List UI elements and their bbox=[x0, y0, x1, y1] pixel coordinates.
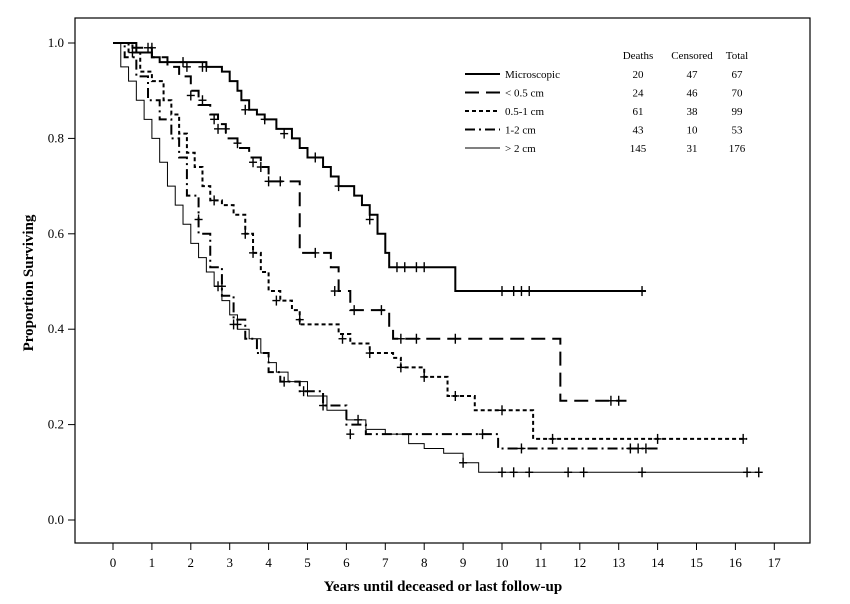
x-tick-label: 5 bbox=[304, 555, 311, 570]
table-cell-censored: 46 bbox=[687, 88, 699, 100]
y-tick-label: 1.0 bbox=[48, 35, 64, 50]
series-4 bbox=[113, 42, 763, 478]
legend: Deaths Censored Total Microscopic 20 47 67 < 0.… bbox=[465, 50, 748, 155]
table-cell-total: 70 bbox=[732, 88, 744, 100]
x-tick-label: 14 bbox=[651, 555, 665, 570]
table-cell-deaths: 145 bbox=[630, 143, 647, 155]
survival-curve bbox=[113, 42, 759, 473]
y-tick-label: 0.4 bbox=[48, 321, 65, 336]
x-tick-label: 10 bbox=[496, 555, 509, 570]
table-cell-deaths: 20 bbox=[633, 69, 645, 81]
survival-curve bbox=[113, 42, 658, 450]
x-tick-label: 8 bbox=[421, 555, 428, 570]
x-axis-title: Years until deceased or last follow-up bbox=[324, 579, 562, 595]
x-tick-label: 7 bbox=[382, 555, 389, 570]
series-0 bbox=[113, 42, 647, 297]
series-layer bbox=[113, 42, 763, 478]
series-2 bbox=[113, 42, 748, 444]
axes: 0 1 2 3 4 5 6 7 8 9 10 11 12 13 14 15 16 170.00.20.40.60.… bbox=[48, 35, 782, 570]
survival-curve bbox=[113, 42, 627, 402]
table-cell-censored: 10 bbox=[687, 125, 699, 137]
legend-label: Microscopic bbox=[505, 69, 560, 81]
x-tick-label: 11 bbox=[535, 555, 548, 570]
table-cell-censored: 38 bbox=[687, 106, 699, 118]
x-tick-label: 6 bbox=[343, 555, 350, 570]
table-cell-deaths: 61 bbox=[633, 106, 644, 118]
y-tick-label: 0.2 bbox=[48, 417, 64, 432]
x-tick-label: 12 bbox=[573, 555, 586, 570]
x-tick-label: 15 bbox=[690, 555, 703, 570]
legend-label: < 0.5 cm bbox=[505, 88, 544, 100]
table-cell-total: 67 bbox=[732, 69, 744, 81]
legend-label: > 2 cm bbox=[505, 143, 536, 155]
table-cell-total: 99 bbox=[732, 106, 744, 118]
x-tick-label: 16 bbox=[729, 555, 743, 570]
y-tick-label: 0.6 bbox=[48, 226, 65, 241]
x-tick-label: 1 bbox=[149, 555, 156, 570]
table-cell-deaths: 43 bbox=[633, 125, 645, 137]
table-cell-censored: 47 bbox=[687, 69, 699, 81]
survival-curve bbox=[113, 42, 646, 293]
table-header: Total bbox=[726, 50, 748, 62]
y-tick-label: 0.8 bbox=[48, 130, 64, 145]
y-axis-title: Proportion Surviving bbox=[21, 214, 37, 351]
x-tick-label: 9 bbox=[460, 555, 467, 570]
x-tick-label: 2 bbox=[188, 555, 195, 570]
table-cell-total: 53 bbox=[732, 125, 744, 137]
table-header: Deaths bbox=[623, 50, 654, 62]
table-header: Censored bbox=[671, 50, 713, 62]
table-cell-total: 176 bbox=[729, 143, 746, 155]
series-1 bbox=[113, 42, 627, 406]
x-tick-label: 3 bbox=[226, 555, 233, 570]
x-tick-label: 13 bbox=[612, 555, 625, 570]
legend-label: 0.5-1 cm bbox=[505, 106, 545, 118]
legend-label: 1-2 cm bbox=[505, 125, 536, 137]
table-cell-censored: 31 bbox=[687, 143, 698, 155]
y-tick-label: 0.0 bbox=[48, 512, 64, 527]
x-tick-label: 0 bbox=[110, 555, 117, 570]
survival-curve bbox=[113, 42, 748, 440]
plot-frame bbox=[74, 17, 811, 544]
x-tick-label: 4 bbox=[265, 555, 272, 570]
x-tick-label: 17 bbox=[768, 555, 782, 570]
table-cell-deaths: 24 bbox=[633, 88, 645, 100]
